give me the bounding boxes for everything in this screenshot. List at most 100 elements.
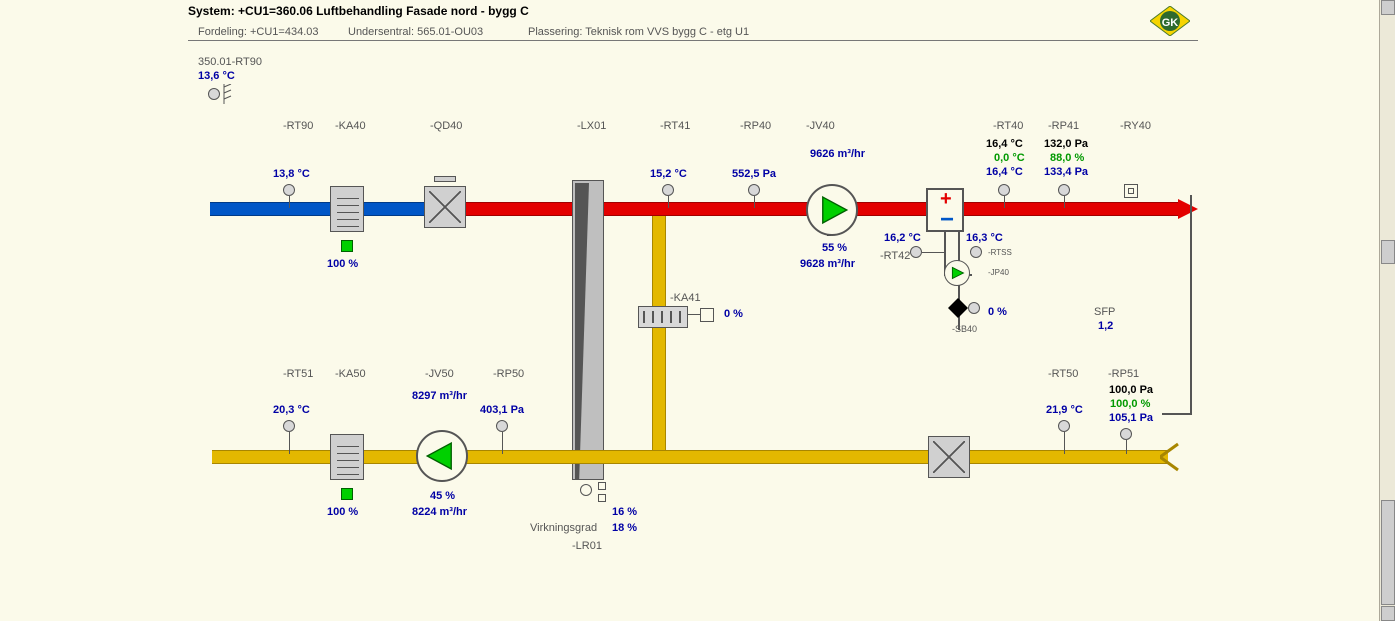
virk-label: Virkningsgrad	[530, 522, 597, 534]
lr01-circle	[580, 484, 592, 496]
val-ka50[interactable]: 100 %	[327, 506, 358, 518]
sensor-rp41	[1058, 184, 1070, 196]
pump-jp40[interactable]	[944, 260, 970, 286]
tag-rp41: -RP41	[1048, 120, 1079, 132]
hash-icon	[222, 84, 234, 104]
tag-ry40: -RY40	[1120, 120, 1151, 132]
val-rt51[interactable]: 20,3 °C	[273, 404, 310, 416]
tag-ka41: -KA41	[670, 292, 701, 304]
duct-inlet-blue	[210, 202, 430, 216]
val-sb40[interactable]: 0 %	[988, 306, 1007, 318]
lr01-sq2	[598, 494, 606, 502]
sensor-rp40	[748, 184, 760, 196]
val-virk[interactable]: 18 %	[612, 522, 637, 534]
tag-rp51: -RP51	[1108, 368, 1139, 380]
coil-extract[interactable]	[928, 436, 970, 478]
tag-lx01: -LX01	[577, 120, 606, 132]
scada-viewport: System: +CU1=360.06 Luftbehandling Fasad…	[0, 0, 1395, 621]
coil-qd40[interactable]	[424, 186, 466, 228]
val-rt41[interactable]: 15,2 °C	[650, 168, 687, 180]
tag-ka50: -KA50	[335, 368, 366, 380]
sensor-rt42	[910, 246, 922, 258]
ka41-act	[700, 308, 714, 322]
val-rp40[interactable]: 552,5 Pa	[732, 168, 776, 180]
sensor-rt40	[998, 184, 1010, 196]
scroll-mid-mark	[1381, 240, 1395, 264]
val-ka40[interactable]: 100 %	[327, 258, 358, 270]
filter-ka41[interactable]	[638, 306, 688, 328]
scroll-up-btn[interactable]	[1381, 0, 1395, 15]
val-rt42[interactable]: 16,2 °C	[884, 232, 921, 244]
sensor-rt41	[662, 184, 674, 196]
damper-ka50[interactable]	[330, 434, 364, 480]
val-jv40-flowbot[interactable]: 9628 m³/hr	[800, 258, 855, 270]
vertical-scrollbar[interactable]	[1379, 0, 1395, 621]
val-lr01-pos[interactable]: 16 %	[612, 506, 637, 518]
val-jv40-speed[interactable]: 55 %	[822, 242, 847, 254]
tag-lr01: -LR01	[572, 540, 602, 552]
val-outside-temp[interactable]: 13,6 °C	[198, 70, 235, 82]
actuator-ka40	[341, 240, 353, 252]
val-rt50[interactable]: 21,9 °C	[1046, 404, 1083, 416]
fan-jv40[interactable]	[806, 184, 858, 236]
actuator-ka50	[341, 488, 353, 500]
gk-logo: GK	[1150, 6, 1190, 36]
val-rp50[interactable]: 403,1 Pa	[480, 404, 524, 416]
val-ka41[interactable]: 0 %	[724, 308, 743, 320]
tag-qd40: -QD40	[430, 120, 462, 132]
val-rt90[interactable]: 13,8 °C	[273, 168, 310, 180]
duct-crossover	[652, 216, 666, 454]
val-rp41-1[interactable]: 132,0 Pa	[1044, 138, 1088, 150]
actuator-sb40	[968, 302, 980, 314]
undersentral: Undersentral: 565.01-OU03	[348, 26, 483, 38]
val-rt40-2[interactable]: 0,0 °C	[994, 152, 1025, 164]
header-rule	[188, 40, 1198, 41]
tag-ka40: -KA40	[335, 120, 366, 132]
fordeling: Fordeling: +CU1=434.03	[198, 26, 318, 38]
val-rp41-3[interactable]: 133,4 Pa	[1044, 166, 1088, 178]
tag-sb40: -SB40	[952, 324, 977, 334]
val-rtss[interactable]: 16,3 °C	[966, 232, 1003, 244]
plassering: Plassering: Teknisk rom VVS bygg C - etg…	[528, 26, 749, 38]
scroll-down-btn[interactable]	[1381, 606, 1395, 621]
tag-rp50: -RP50	[493, 368, 524, 380]
val-jv40-flowtop[interactable]: 9626 m³/hr	[810, 148, 865, 160]
scroll-thumb[interactable]	[1381, 500, 1395, 605]
sfp-val[interactable]: 1,2	[1098, 320, 1113, 332]
diagram-canvas: System: +CU1=360.06 Luftbehandling Fasad…	[0, 0, 1379, 621]
val-rp41-2[interactable]: 88,0 %	[1050, 152, 1084, 164]
lr01-sq1	[598, 482, 606, 490]
tag-rt41: -RT41	[660, 120, 690, 132]
val-jv50-flowtop[interactable]: 8297 m³/hr	[412, 390, 467, 402]
val-rp51-1[interactable]: 100,0 Pa	[1109, 384, 1153, 396]
sensor-rt90	[283, 184, 295, 196]
tag-35001rt90: 350.01-RT90	[198, 56, 262, 68]
end-pipe-h	[1162, 413, 1192, 415]
tag-rp40: -RP40	[740, 120, 771, 132]
valve-sb40[interactable]	[948, 298, 968, 320]
tag-rt42: -RT42	[880, 250, 910, 262]
val-jv50-flowbot[interactable]: 8224 m³/hr	[412, 506, 467, 518]
sensor-outside	[208, 88, 220, 100]
tag-rtss: -RTSS	[988, 248, 1012, 257]
heater-box[interactable]: + −	[926, 188, 964, 232]
tag-rt90: -RT90	[283, 120, 313, 132]
val-jv50-speed[interactable]: 45 %	[430, 490, 455, 502]
tag-jp40: -JP40	[988, 268, 1009, 277]
sensor-rp51	[1120, 428, 1132, 440]
val-rp51-2[interactable]: 100,0 %	[1110, 398, 1150, 410]
tag-rt40: -RT40	[993, 120, 1023, 132]
hx-lx01[interactable]	[572, 180, 604, 480]
fan-jv50[interactable]	[416, 430, 468, 482]
val-rt40-1[interactable]: 16,4 °C	[986, 138, 1023, 150]
tag-jv50: -JV50	[425, 368, 454, 380]
arrow-supply	[1178, 199, 1198, 219]
sfp-label: SFP	[1094, 306, 1115, 318]
end-pipe-v	[1190, 195, 1192, 415]
system-title: System: +CU1=360.06 Luftbehandling Fasad…	[188, 4, 529, 18]
qd40-cap	[434, 176, 456, 182]
val-rp51-3[interactable]: 105,1 Pa	[1109, 412, 1153, 424]
damper-ka40[interactable]	[330, 186, 364, 232]
val-rt40-3[interactable]: 16,4 °C	[986, 166, 1023, 178]
fork-icon	[1160, 440, 1188, 474]
